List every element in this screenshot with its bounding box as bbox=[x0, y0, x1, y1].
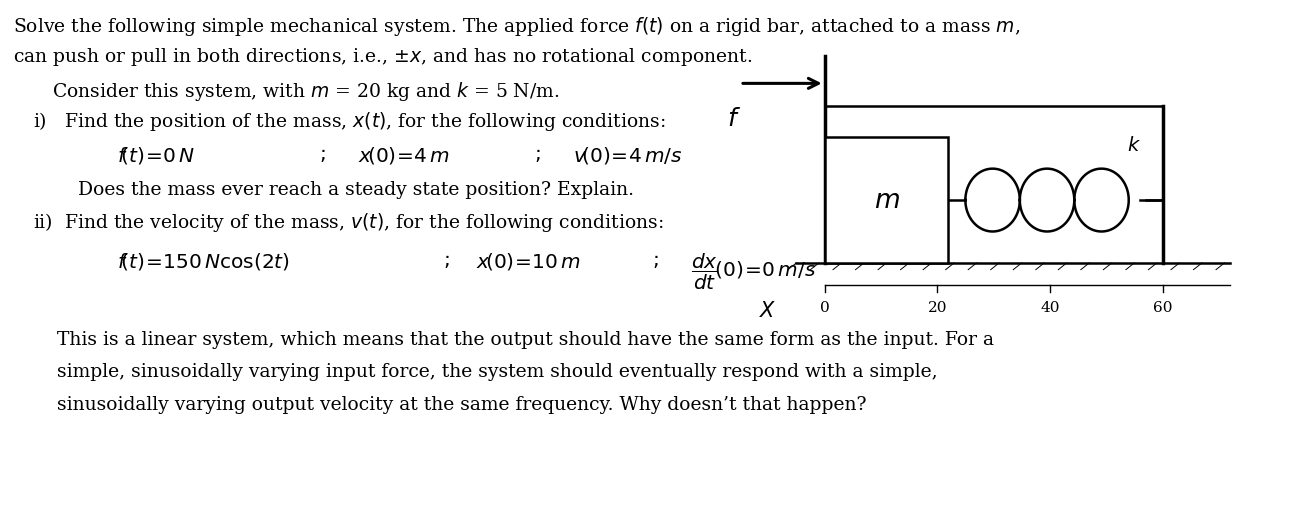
Text: $f\!\left(t\right)\!=\!150\,N\cos\!\left(2t\right)$: $f\!\left(t\right)\!=\!150\,N\cos\!\left… bbox=[117, 251, 291, 272]
Text: $f$: $f$ bbox=[727, 108, 741, 131]
Text: Does the mass ever reach a steady state position? Explain.: Does the mass ever reach a steady state … bbox=[78, 181, 635, 199]
Text: ii)  Find the velocity of the mass, $v(t)$, for the following conditions:: ii) Find the velocity of the mass, $v(t)… bbox=[33, 211, 663, 234]
Text: $x\!\left(0\right)\!=\!10\,m$: $x\!\left(0\right)\!=\!10\,m$ bbox=[476, 251, 581, 272]
Text: $f\!\left(t\right)\!=\!0\,N$: $f\!\left(t\right)\!=\!0\,N$ bbox=[117, 145, 195, 166]
Bar bbox=[825, 137, 949, 263]
Text: 0: 0 bbox=[820, 301, 830, 315]
Text: $x\!\left(0\right)\!=\!4\,m$: $x\!\left(0\right)\!=\!4\,m$ bbox=[358, 145, 451, 166]
Text: Solve the following simple mechanical system. The applied force $f(t)$ on a rigi: Solve the following simple mechanical sy… bbox=[13, 15, 1020, 38]
Text: $m$: $m$ bbox=[873, 188, 899, 212]
Text: $;$: $;$ bbox=[319, 145, 326, 164]
Text: simple, sinusoidally varying input force, the system should eventually respond w: simple, sinusoidally varying input force… bbox=[33, 363, 937, 381]
Text: $;$: $;$ bbox=[534, 145, 541, 164]
Text: can push or pull in both directions, i.e., $\pm x$, and has no rotational compon: can push or pull in both directions, i.e… bbox=[13, 46, 752, 68]
Text: i)   Find the position of the mass, $x(t)$, for the following conditions:: i) Find the position of the mass, $x(t)$… bbox=[33, 110, 666, 133]
Text: Consider this system, with $m$ = 20 kg and $k$ = 5 N/m.: Consider this system, with $m$ = 20 kg a… bbox=[52, 80, 560, 103]
Text: $v\!\left(0\right)\!=\!4\,m/s$: $v\!\left(0\right)\!=\!4\,m/s$ bbox=[573, 145, 683, 166]
Text: $\dfrac{dx}{dt}\!\left(0\right)\!=\!0\,m/s$: $\dfrac{dx}{dt}\!\left(0\right)\!=\!0\,m… bbox=[691, 251, 816, 292]
Text: This is a linear system, which means that the output should have the same form a: This is a linear system, which means tha… bbox=[33, 331, 994, 349]
Text: 20: 20 bbox=[928, 301, 947, 315]
Text: 60: 60 bbox=[1153, 301, 1173, 315]
Text: 40: 40 bbox=[1040, 301, 1059, 315]
Text: $k$: $k$ bbox=[1127, 136, 1141, 155]
Text: $;$: $;$ bbox=[652, 251, 658, 270]
Text: sinusoidally varying output velocity at the same frequency. Why doesn’t that hap: sinusoidally varying output velocity at … bbox=[33, 396, 866, 413]
Text: $;$: $;$ bbox=[443, 251, 450, 270]
Text: $X$: $X$ bbox=[760, 301, 777, 321]
